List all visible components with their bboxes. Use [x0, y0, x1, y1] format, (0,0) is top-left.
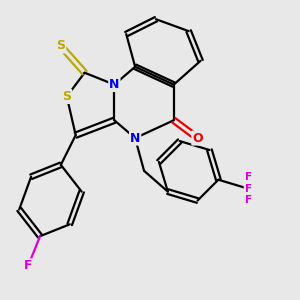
- Text: F
F
F: F F F: [244, 172, 252, 205]
- Text: F: F: [24, 260, 32, 272]
- Text: S: S: [56, 40, 65, 52]
- Text: N: N: [130, 132, 140, 145]
- Text: N: N: [109, 78, 119, 91]
- Text: S: S: [62, 90, 71, 103]
- Text: O: O: [192, 132, 203, 145]
